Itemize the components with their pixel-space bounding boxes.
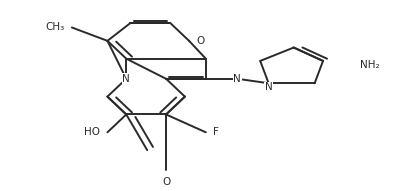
Text: HO: HO (84, 127, 100, 137)
Text: O: O (162, 177, 170, 187)
Text: F: F (213, 127, 219, 137)
Text: N: N (122, 74, 130, 84)
Text: N: N (234, 74, 241, 84)
Text: CH₃: CH₃ (45, 23, 64, 32)
Text: O: O (197, 36, 205, 46)
Text: NH₂: NH₂ (360, 60, 380, 70)
Text: N: N (265, 82, 273, 92)
Text: NH₂: NH₂ (360, 60, 380, 70)
